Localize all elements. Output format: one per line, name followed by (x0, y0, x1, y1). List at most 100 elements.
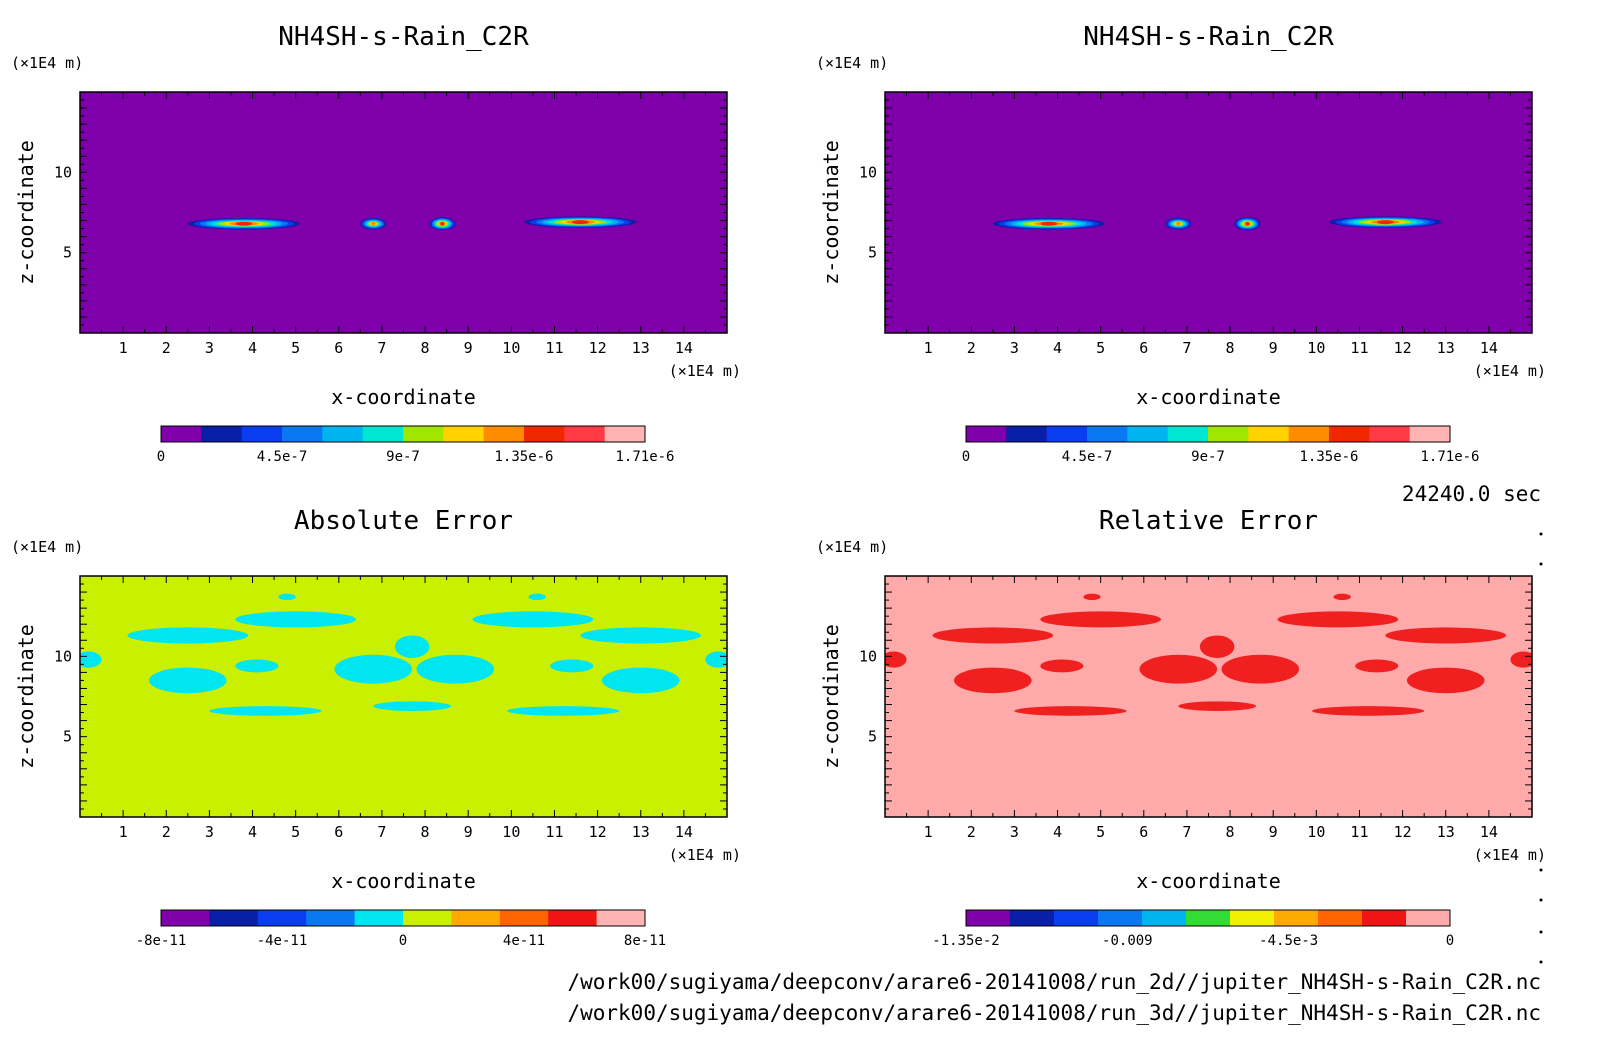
error-patch-12 (235, 611, 357, 628)
error-patch-1 (954, 667, 1032, 694)
error-patch-14 (1385, 627, 1507, 644)
colorbar-label: 0 (1446, 933, 1454, 949)
plot-background (80, 92, 727, 333)
x-tick-label: 12 (1394, 339, 1412, 357)
x-tick-label: 7 (1182, 339, 1191, 357)
error-patch-8 (507, 706, 620, 716)
x-tick-label: 10 (1307, 339, 1325, 357)
error-patch-15 (885, 651, 907, 668)
error-patch-11 (127, 627, 249, 644)
tick-marks (884, 91, 1533, 334)
colorbar-frame (965, 909, 1451, 927)
x-tick-label: 4 (248, 339, 257, 357)
x-tick-label: 5 (1096, 823, 1105, 841)
error-patch-13 (1277, 611, 1399, 628)
colorbar-swatch (403, 910, 452, 926)
x-axis-label: x-coordinate (1136, 869, 1281, 893)
x-tick-label: 9 (464, 823, 473, 841)
x-tick-label: 11 (545, 339, 563, 357)
x-tick-label: 6 (334, 823, 343, 841)
contour-level (1040, 221, 1058, 226)
contour-level (440, 221, 445, 226)
x-tick-label: 13 (632, 823, 650, 841)
contour-blob-3 (1234, 217, 1261, 231)
x-tick-label: 1 (924, 823, 933, 841)
error-patch-7 (373, 701, 451, 711)
x-tick-label: 2 (162, 823, 171, 841)
error-patch-2 (1040, 659, 1084, 673)
colorbar-swatch (1087, 426, 1128, 442)
time-label: 24240.0 sec (1402, 482, 1541, 506)
colorbar-label: 0 (399, 933, 407, 949)
error-patch-17 (278, 593, 296, 601)
error-patch-12 (1040, 611, 1162, 628)
tick-marks (884, 575, 1533, 818)
error-patch-3 (209, 706, 322, 716)
colorbar-label: 1.71e-6 (1420, 449, 1479, 465)
colorbar-label: 4.5e-7 (257, 449, 308, 465)
x-tick-label: 1 (119, 339, 128, 357)
colorbar-label: -0.009 (1102, 933, 1153, 949)
colorbar-swatch (1006, 426, 1048, 442)
plot-background (80, 576, 727, 817)
y-tick-label: 5 (868, 728, 877, 746)
x-tick-label: 9 (1269, 823, 1278, 841)
colorbar-swatch (564, 426, 606, 442)
colorbar-swatch (403, 426, 444, 442)
colorbar-swatch (306, 910, 356, 926)
chart-title: Relative Error (1099, 506, 1318, 536)
colorbar-label: 0 (962, 449, 970, 465)
tick-marks (79, 91, 728, 334)
y-axis-unit: (×1E4 m) (11, 54, 83, 72)
x-tick-label: 3 (205, 823, 214, 841)
contour-blob-2 (1165, 218, 1192, 230)
x-tick-label: 5 (291, 823, 300, 841)
colorbar-label: 1.35e-6 (494, 449, 553, 465)
x-tick-label: 5 (291, 339, 300, 357)
colorbar-swatch (161, 426, 202, 442)
colorbar: 0 4.5e-7 9e-7 1.35e-6 1.71e-6 (962, 425, 1480, 465)
colorbar-swatch (1230, 910, 1275, 926)
plot-content (187, 216, 637, 231)
y-axis-unit: (×1E4 m) (816, 54, 888, 72)
contour-blob-4 (1329, 216, 1442, 228)
colorbar-swatch (1046, 426, 1088, 442)
colorbar-swatch (282, 426, 323, 442)
x-tick-label: 11 (1350, 339, 1368, 357)
colorbar-swatch (1329, 426, 1370, 442)
y-tick-label: 10 (54, 647, 72, 665)
x-tick-label: 2 (162, 339, 171, 357)
x-tick-label: 6 (1139, 823, 1148, 841)
x-tick-label: 7 (377, 339, 386, 357)
colorbar: -1.35e-2 -0.009 -4.5e-3 0 (932, 909, 1454, 949)
y-axis-label: z-coordinate (14, 140, 38, 285)
x-tick-label: 13 (1437, 823, 1455, 841)
x-tick-label: 14 (1480, 823, 1498, 841)
colorbar-swatch (1288, 426, 1330, 442)
contour-blob-4 (524, 216, 637, 228)
colorbar-swatch (1369, 426, 1411, 442)
contour-level (1176, 221, 1181, 226)
contour-blob-3 (429, 217, 456, 231)
x-tick-label: 8 (421, 823, 430, 841)
colorbar-swatch (1167, 426, 1209, 442)
error-patch-3 (1014, 706, 1127, 716)
edge-dots (1539, 532, 1543, 964)
error-patch-14 (580, 627, 702, 644)
colorbar-label: 4.5e-7 (1062, 449, 1113, 465)
colorbar-swatch (1274, 910, 1319, 926)
x-tick-label: 7 (377, 823, 386, 841)
x-tick-label: 3 (1010, 339, 1019, 357)
colorbar-label: 0 (157, 449, 165, 465)
y-tick-label: 10 (54, 163, 72, 181)
error-patch-11 (932, 627, 1054, 644)
colorbar-swatch (1186, 910, 1231, 926)
chart-title: NH4SH-s-Rain_C2R (278, 22, 529, 52)
error-patch-17 (1083, 593, 1101, 601)
colorbar-label: -1.35e-2 (932, 933, 999, 949)
error-patch-4 (1139, 654, 1218, 684)
y-tick-label: 5 (63, 244, 72, 262)
contour-blob-1 (992, 218, 1105, 230)
x-axis-unit: (×1E4 m) (1474, 362, 1546, 380)
x-tick-label: 6 (1139, 339, 1148, 357)
